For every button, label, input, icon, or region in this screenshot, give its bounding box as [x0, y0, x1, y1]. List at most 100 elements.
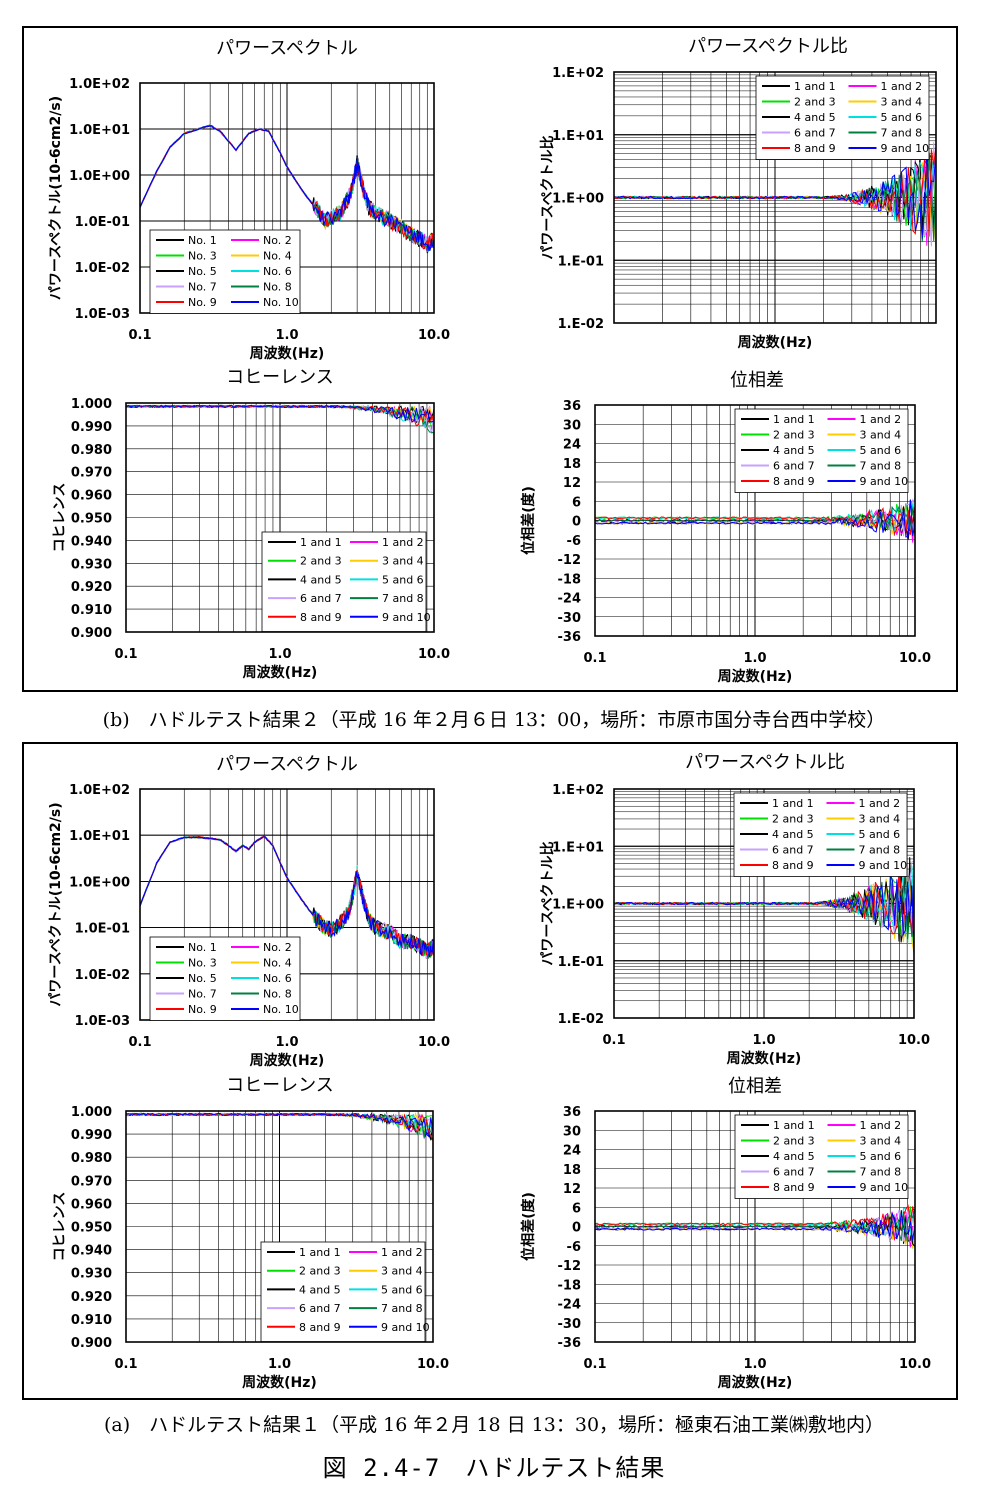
legend-label: No. 10: [263, 1003, 299, 1016]
chart-b-coherence: コヒーレンス 0.900 0.910 0.920 0.930 0.940 0.950 0.96…: [52, 367, 450, 681]
chart-b-power: パワースペクトル 1.0E-03 1.0E-02 1.0E-01 1.0E+00 1.0E…: [48, 38, 450, 362]
series-line-9-and-10: [125, 1112, 434, 1138]
legend-label: No. 5: [188, 265, 217, 278]
legend-label: 1 and 1: [794, 80, 836, 93]
series-line-8-and-9: [594, 1204, 916, 1240]
y-tick-label: 1.0E-03: [75, 1014, 130, 1029]
chart-b-ratio: パワースペクトル比 1.E-02 1.E-01 1.E+00 1.E+01 1.E+02 周…: [539, 36, 937, 351]
y-tick-label: 1.0E-01: [75, 215, 130, 230]
y-tick-label: 0.980: [71, 1151, 112, 1166]
y-tick-label: 6: [572, 1201, 581, 1216]
y-tick-label: 0.940: [71, 1244, 112, 1259]
y-tick-label: 0.970: [71, 1174, 112, 1189]
legend-label: 3 and 4: [860, 429, 902, 442]
legend: No. 1 No. 2 No. 3 No. 4 No. 5 No. 6 No. 7 No. 8…: [149, 936, 301, 1021]
x-tick-label: 0.1: [583, 1357, 606, 1372]
y-tick-label: 1.000: [71, 1105, 112, 1120]
legend-label: 9 and 10: [381, 1321, 430, 1334]
y-tick-label: 30: [563, 1124, 581, 1139]
y-axis-label: 位相差(度): [520, 486, 537, 555]
legend-label: 2 and 3: [794, 96, 836, 109]
legend-label: 4 and 5: [299, 1283, 341, 1296]
legend-label: No. 2: [263, 941, 292, 954]
series-line-no-10: [139, 836, 435, 957]
y-tick-label: 1.000: [71, 397, 112, 412]
legend-label: 2 and 3: [773, 1135, 815, 1148]
chart-title: パワースペクトル比: [685, 752, 845, 773]
legend-label: No. 7: [188, 281, 217, 294]
y-axis-label: パワースペクトル(10-6cm2/s): [48, 802, 64, 1006]
plot-border: [613, 71, 937, 324]
legend-label: 8 and 9: [773, 1181, 815, 1194]
y-axis-label: パワースペクトル比: [539, 135, 556, 259]
chart-title: パワースペクトル比: [688, 36, 848, 57]
x-tick-label: 1.0: [743, 1357, 766, 1372]
legend-label: 8 and 9: [300, 611, 342, 624]
x-tick-label: 1.0: [743, 651, 766, 666]
y-axis-label: 位相差(度): [520, 1192, 537, 1261]
y-tick-label: 1.0E+00: [69, 169, 130, 184]
x-tick-label: 0.1: [114, 647, 137, 662]
y-tick-label: 0.970: [71, 466, 112, 481]
legend-label: No. 6: [263, 972, 292, 985]
legend-label: 5 and 6: [881, 111, 923, 124]
legend-label: 3 and 4: [382, 555, 424, 568]
legend-label: 2 and 3: [300, 555, 342, 568]
x-tick-label: 1.0: [275, 328, 298, 343]
series-line-8-and-9: [594, 506, 916, 536]
plot-border: [613, 788, 915, 1019]
series-line-9-and-10: [594, 499, 916, 538]
chart-a-phase: 位相差 -36 -30 -24 -18 -12 -6 0 6 12 18 24 30 36 0.1 1.0 10…: [520, 1076, 931, 1391]
series-line-9-and-10: [613, 874, 915, 956]
y-tick-label: 0.920: [71, 580, 112, 595]
legend-label: No. 3: [188, 957, 217, 970]
y-tick-label: 1.0E+01: [69, 829, 130, 844]
series-line-8-and-9: [613, 146, 937, 237]
y-tick-label: 18: [563, 457, 581, 472]
legend-label: No. 1: [188, 941, 217, 954]
legend-label: 3 and 4: [859, 813, 901, 826]
y-tick-label: 0.930: [71, 557, 112, 572]
series-line-9-and-10: [125, 404, 435, 423]
y-tick-label: 1.E+00: [552, 898, 604, 913]
legend-label: No. 9: [188, 296, 217, 309]
legend-label: 7 and 8: [859, 844, 901, 857]
y-tick-label: 1.E+02: [552, 66, 604, 81]
y-tick-label: -30: [558, 1317, 582, 1332]
legend-label: 6 and 7: [773, 1166, 815, 1179]
legend-label: 1 and 2: [859, 797, 901, 810]
plot-border: [594, 404, 916, 637]
series-line-no-10: [139, 125, 435, 251]
legend-label: 6 and 7: [794, 127, 836, 140]
y-tick-label: -36: [558, 630, 582, 645]
legend-label: 5 and 6: [859, 828, 901, 841]
x-axis-label: 周波数(Hz): [718, 1374, 793, 1391]
y-tick-label: 1.0E-02: [75, 261, 130, 276]
legend-label: 1 and 2: [860, 413, 902, 426]
y-tick-label: 0.900: [71, 1336, 112, 1351]
legend-label: No. 5: [188, 972, 217, 985]
y-tick-label: 30: [563, 418, 581, 433]
x-axis-label: 周波数(Hz): [250, 1052, 325, 1069]
legend-label: 8 and 9: [299, 1321, 341, 1334]
y-tick-label: 0.900: [71, 626, 112, 641]
legend-label: 7 and 8: [881, 127, 923, 140]
x-axis-label: 周波数(Hz): [242, 1374, 317, 1391]
y-tick-label: 1.0E+02: [69, 783, 130, 798]
legend-label: 6 and 7: [773, 460, 815, 473]
y-tick-label: -12: [558, 553, 582, 568]
legend-box: [261, 531, 427, 632]
plot-border: [125, 1110, 434, 1343]
x-tick-label: 1.0: [268, 1357, 291, 1372]
y-tick-label: 0.960: [71, 489, 112, 504]
y-tick-label: -18: [558, 1278, 582, 1293]
x-axis-label: 周波数(Hz): [250, 345, 325, 362]
chart-title: 位相差: [730, 370, 784, 391]
x-axis-label: 周波数(Hz): [738, 334, 813, 351]
legend-label: 8 and 9: [773, 475, 815, 488]
legend-label: 6 and 7: [772, 844, 814, 857]
y-tick-label: -6: [567, 534, 581, 549]
legend-label: 1 and 2: [860, 1119, 902, 1132]
y-tick-label: 1.0E+00: [69, 875, 130, 890]
chart-a-ratio: パワースペクトル比 1.E-02 1.E-01 1.E+00 1.E+01 1.E+02 0…: [539, 752, 930, 1067]
